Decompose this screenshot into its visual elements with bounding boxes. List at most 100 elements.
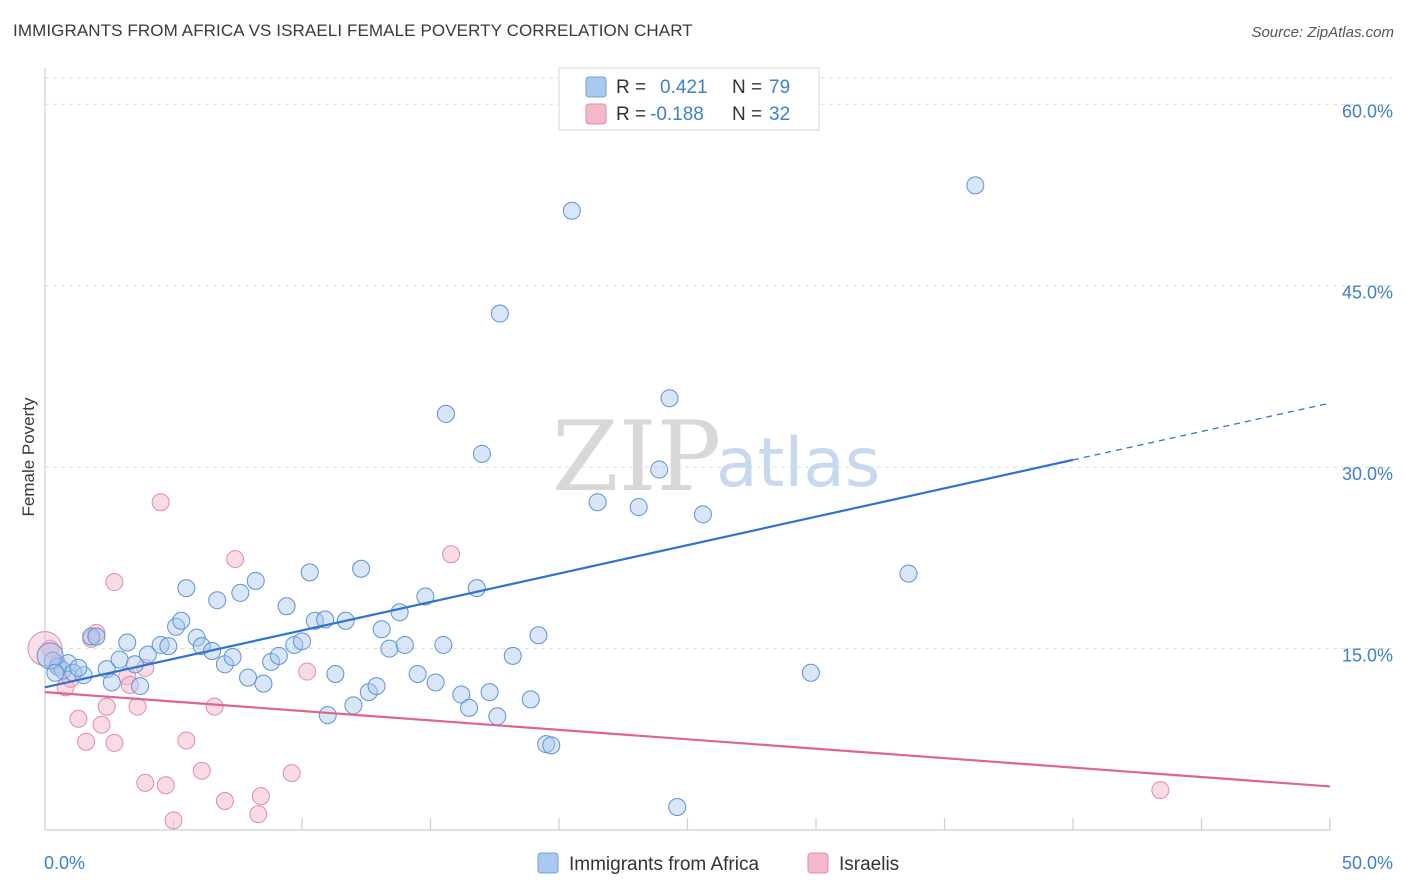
series-africa-points [36,176,985,817]
watermark: ZIP atlas [552,401,880,513]
africa-point [208,591,227,610]
africa-point [899,564,918,583]
africa-point [503,646,522,665]
y-axis-label: Female Poverty [19,397,38,517]
africa-point [562,201,581,220]
israelis-point [105,733,124,752]
israelis-point [226,550,245,569]
chart-title: IMMIGRANTS FROM AFRICA VS ISRAELI FEMALE… [13,21,693,40]
israelis-point [92,715,111,734]
y-tick-label: 45.0% [1342,283,1393,303]
israelis-point [77,732,96,751]
africa-point [277,597,296,616]
israelis-point [298,662,317,681]
africa-point [490,304,509,323]
israelis-point [192,761,211,780]
bottom-legend: Immigrants from Africa Israelis [537,852,899,875]
africa-point [69,658,88,677]
africa-point [138,645,157,664]
africa-point [693,505,712,524]
africa-point [300,563,319,582]
africa-point [46,663,65,682]
africa-point [416,587,435,606]
africa-point [660,389,679,408]
bottom-legend-label-israelis: Israelis [839,854,899,875]
israelis-point [205,697,224,716]
africa-point [650,460,669,479]
africa-point [326,664,345,683]
israelis-point [136,773,155,792]
israelis-point [97,697,116,716]
legend-swatch-blue [585,76,607,98]
bottom-legend-swatch-pink [807,852,829,874]
africa-point [246,571,265,590]
israelis-point [282,764,301,783]
israelis-point [164,811,183,830]
africa-point [223,648,242,667]
africa-point [367,677,386,696]
israelis-point [156,776,175,795]
watermark-zip: ZIP [552,401,721,513]
africa-point [452,685,471,704]
africa-point [521,690,540,709]
africa-point [629,498,648,517]
legend-r-label-1: R = [616,77,646,98]
legend-swatch-pink [585,103,607,125]
africa-point [59,654,78,673]
trend-lines [44,402,1331,788]
africa-point [151,635,170,654]
legend-r-value-2: -0.188 [650,104,704,125]
africa-point [239,668,258,687]
africa-point [542,736,561,755]
israelis-trend-line [44,691,1331,788]
africa-point [159,637,178,656]
legend-n-label-1: N = [732,77,762,98]
israelis-point [442,545,461,564]
africa-point [254,674,273,693]
africa-point [529,626,548,645]
africa-point [480,683,499,702]
africa-point [82,627,101,646]
bottom-legend-label-africa: Immigrants from Africa [569,854,759,875]
x-tick-label-max: 50.0% [1342,853,1393,873]
africa-point [231,583,250,602]
israelis-point [249,805,268,824]
africa-point [269,646,288,665]
africa-point [102,673,121,692]
israelis-point [1151,781,1170,800]
africa-point [87,627,106,646]
africa-point [344,696,363,715]
africa-point [215,655,234,674]
africa-point [436,404,455,423]
africa-point [408,664,427,683]
y-tick-labels: 15.0% 30.0% 45.0% 60.0% [1342,101,1393,665]
africa-point [588,493,607,512]
legend-r-label-2: R = [616,104,646,125]
africa-point [172,611,191,630]
africa-point [167,617,186,636]
y-tick-label: 60.0% [1342,101,1393,121]
africa-point [488,707,507,726]
africa-point [472,444,491,463]
y-tick-label: 15.0% [1342,646,1393,666]
africa-point [318,706,337,725]
africa-point [118,633,137,652]
israelis-point [251,787,270,806]
israelis-point [69,709,88,728]
israelis-point [27,631,63,667]
legend-n-value-1: 79 [769,77,790,98]
africa-point [460,698,479,717]
africa-point [352,559,371,578]
africa-point [293,632,311,651]
legend-n-value-2: 32 [769,104,790,125]
bottom-legend-swatch-blue [537,852,559,874]
africa-trend-extension [1072,402,1331,461]
legend-n-label-2: N = [732,104,762,125]
legend-r-value-1: 0.421 [660,77,708,98]
chart-source: Source: ZipAtlas.com [1251,24,1394,41]
series-israelis-points [27,493,1170,830]
africa-point [801,663,820,682]
africa-point [395,635,414,654]
africa-point [36,642,64,670]
africa-point [434,635,453,654]
